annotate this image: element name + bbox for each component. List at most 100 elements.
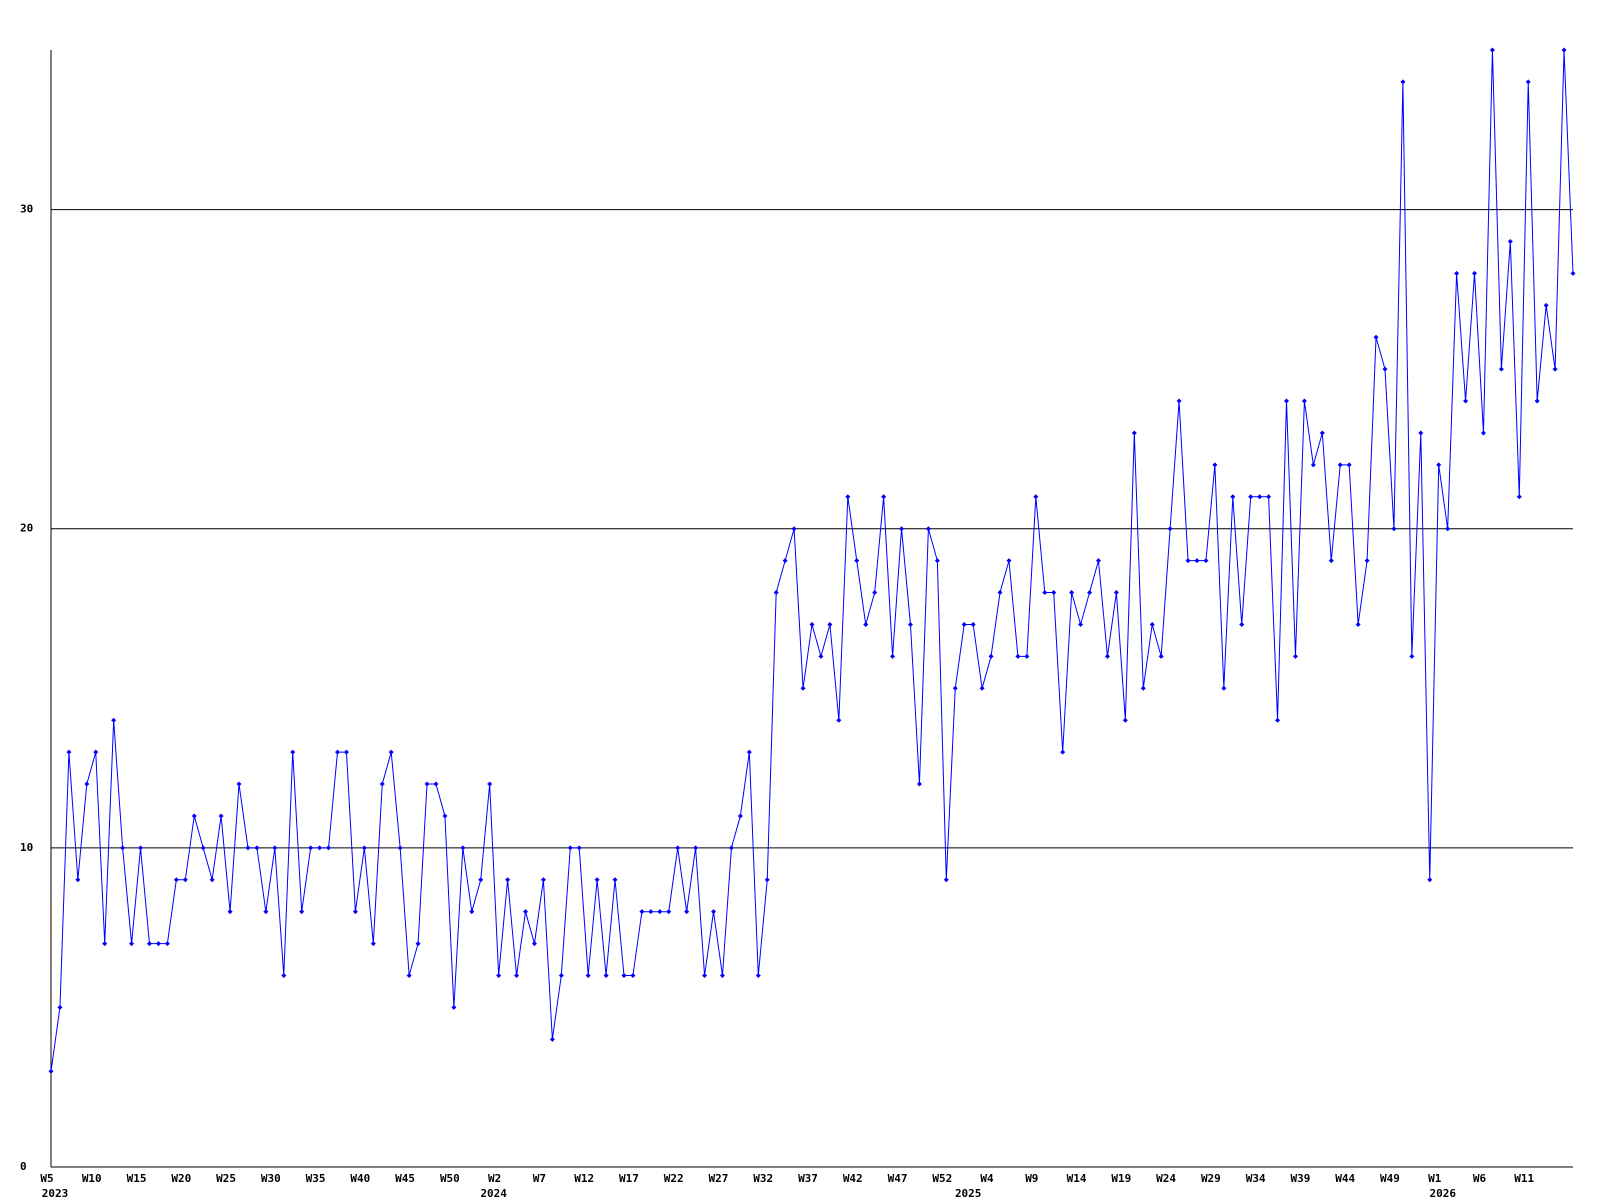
data-point bbox=[764, 877, 770, 883]
data-point bbox=[75, 877, 81, 883]
data-point bbox=[48, 1068, 54, 1074]
data-point bbox=[146, 941, 152, 947]
data-point bbox=[1149, 621, 1155, 627]
data-point bbox=[531, 941, 537, 947]
data-point bbox=[540, 877, 546, 883]
data-point bbox=[209, 877, 215, 883]
data-point bbox=[1266, 494, 1272, 500]
x-tick-label: W35 bbox=[306, 1172, 326, 1185]
data-point bbox=[191, 813, 197, 819]
data-point bbox=[1239, 621, 1245, 627]
data-point bbox=[594, 877, 600, 883]
x-tick-label: W44 bbox=[1335, 1172, 1355, 1185]
data-point bbox=[343, 749, 349, 755]
data-point bbox=[236, 781, 242, 787]
data-point bbox=[1418, 430, 1424, 436]
x-tick-label: W6 bbox=[1473, 1172, 1487, 1185]
data-point bbox=[1489, 47, 1495, 53]
data-point bbox=[702, 973, 708, 979]
x-tick-label: W12 bbox=[574, 1172, 594, 1185]
data-point bbox=[1060, 749, 1066, 755]
data-point bbox=[782, 558, 788, 564]
x-tick-label: W1 bbox=[1428, 1172, 1442, 1185]
data-point bbox=[800, 685, 806, 691]
data-point bbox=[1131, 430, 1137, 436]
data-point bbox=[585, 973, 591, 979]
x-tick-label: W19 bbox=[1111, 1172, 1131, 1185]
data-point bbox=[612, 877, 618, 883]
data-point bbox=[334, 749, 340, 755]
data-point bbox=[1319, 430, 1325, 436]
data-point bbox=[1275, 717, 1281, 723]
data-point bbox=[755, 973, 761, 979]
data-point bbox=[1463, 398, 1469, 404]
data-point bbox=[415, 941, 421, 947]
data-point bbox=[1301, 398, 1307, 404]
data-point bbox=[1516, 494, 1522, 500]
x-tick-label: W30 bbox=[261, 1172, 281, 1185]
data-point bbox=[66, 749, 72, 755]
x-tick-label: W27 bbox=[709, 1172, 729, 1185]
data-point bbox=[317, 845, 323, 851]
data-line bbox=[50, 49, 1574, 1072]
data-point bbox=[1373, 334, 1379, 340]
data-point bbox=[299, 909, 305, 915]
x-tick-label: W47 bbox=[888, 1172, 908, 1185]
data-point bbox=[308, 845, 314, 851]
data-point bbox=[925, 526, 931, 532]
data-point bbox=[1087, 590, 1093, 596]
data-point bbox=[1176, 398, 1182, 404]
data-point bbox=[388, 749, 394, 755]
data-point bbox=[836, 717, 842, 723]
data-point bbox=[1194, 558, 1200, 564]
data-point bbox=[1498, 366, 1504, 372]
data-point bbox=[934, 558, 940, 564]
data-point bbox=[1391, 526, 1397, 532]
data-point bbox=[451, 1004, 457, 1010]
x-tick-label: W10 bbox=[82, 1172, 102, 1185]
x-tick-label: W52 bbox=[932, 1172, 952, 1185]
data-point bbox=[1355, 621, 1361, 627]
data-point bbox=[916, 781, 922, 787]
data-point bbox=[433, 781, 439, 787]
data-point bbox=[693, 845, 699, 851]
data-point bbox=[469, 909, 475, 915]
x-tick-label: W50 bbox=[440, 1172, 460, 1185]
data-point bbox=[84, 781, 90, 787]
data-point bbox=[952, 685, 958, 691]
data-point bbox=[182, 877, 188, 883]
data-point bbox=[899, 526, 905, 532]
data-point bbox=[567, 845, 573, 851]
data-point bbox=[675, 845, 681, 851]
year-label: 2025 bbox=[955, 1187, 982, 1200]
data-point bbox=[809, 621, 815, 627]
data-point bbox=[1051, 590, 1057, 596]
data-point bbox=[200, 845, 206, 851]
data-point bbox=[245, 845, 251, 851]
data-point bbox=[1212, 462, 1218, 468]
data-point bbox=[845, 494, 851, 500]
data-point bbox=[818, 653, 824, 659]
x-tick-label: W2 bbox=[488, 1172, 501, 1185]
data-point bbox=[523, 909, 529, 915]
data-point bbox=[173, 877, 179, 883]
data-point bbox=[460, 845, 466, 851]
data-point bbox=[1069, 590, 1075, 596]
y-tick-label: 10 bbox=[20, 841, 33, 854]
data-point bbox=[111, 717, 117, 723]
data-point bbox=[997, 590, 1003, 596]
data-point bbox=[1167, 526, 1173, 532]
data-point bbox=[1480, 430, 1486, 436]
data-point bbox=[1015, 653, 1021, 659]
data-point bbox=[746, 749, 752, 755]
data-point bbox=[558, 973, 564, 979]
data-point bbox=[1454, 270, 1460, 276]
data-point bbox=[1078, 621, 1084, 627]
x-tick-label: W49 bbox=[1380, 1172, 1400, 1185]
data-point bbox=[1534, 398, 1540, 404]
data-point bbox=[1346, 462, 1352, 468]
data-point bbox=[57, 1004, 63, 1010]
data-point bbox=[630, 973, 636, 979]
x-tick-label: W9 bbox=[1025, 1172, 1038, 1185]
